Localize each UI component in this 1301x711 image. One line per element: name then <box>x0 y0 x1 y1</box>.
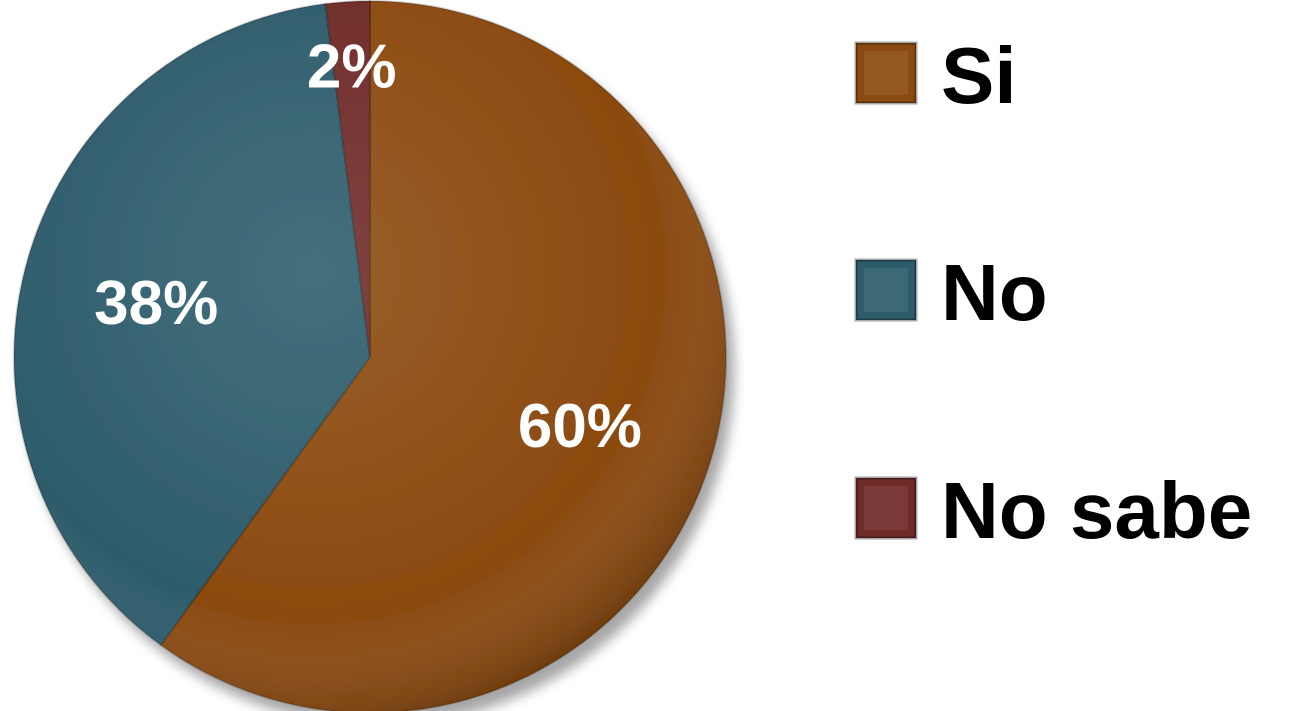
data-label-no-sabe: 2% <box>307 33 397 102</box>
legend-swatch-no-sabe <box>854 476 918 540</box>
legend-label-si: Si <box>941 31 1017 120</box>
pie-data-labels: 60% 38% 2% <box>94 33 642 462</box>
legend-swatch-si <box>854 41 918 105</box>
legend-swatch-bevel-no <box>864 268 908 312</box>
data-label-no: 38% <box>94 269 218 338</box>
pie-slices <box>13 0 727 711</box>
pie-bevel-shading <box>14 1 726 711</box>
data-label-si: 60% <box>518 392 642 461</box>
legend-swatch-bevel-si <box>864 51 908 95</box>
legend-label-no-sabe: No sabe <box>941 466 1252 555</box>
legend-swatch-no <box>854 258 918 322</box>
legend-label-no: No <box>941 248 1048 337</box>
legend: Si No No sabe <box>854 31 1252 555</box>
legend-swatch-bevel-no-sabe <box>864 486 908 530</box>
